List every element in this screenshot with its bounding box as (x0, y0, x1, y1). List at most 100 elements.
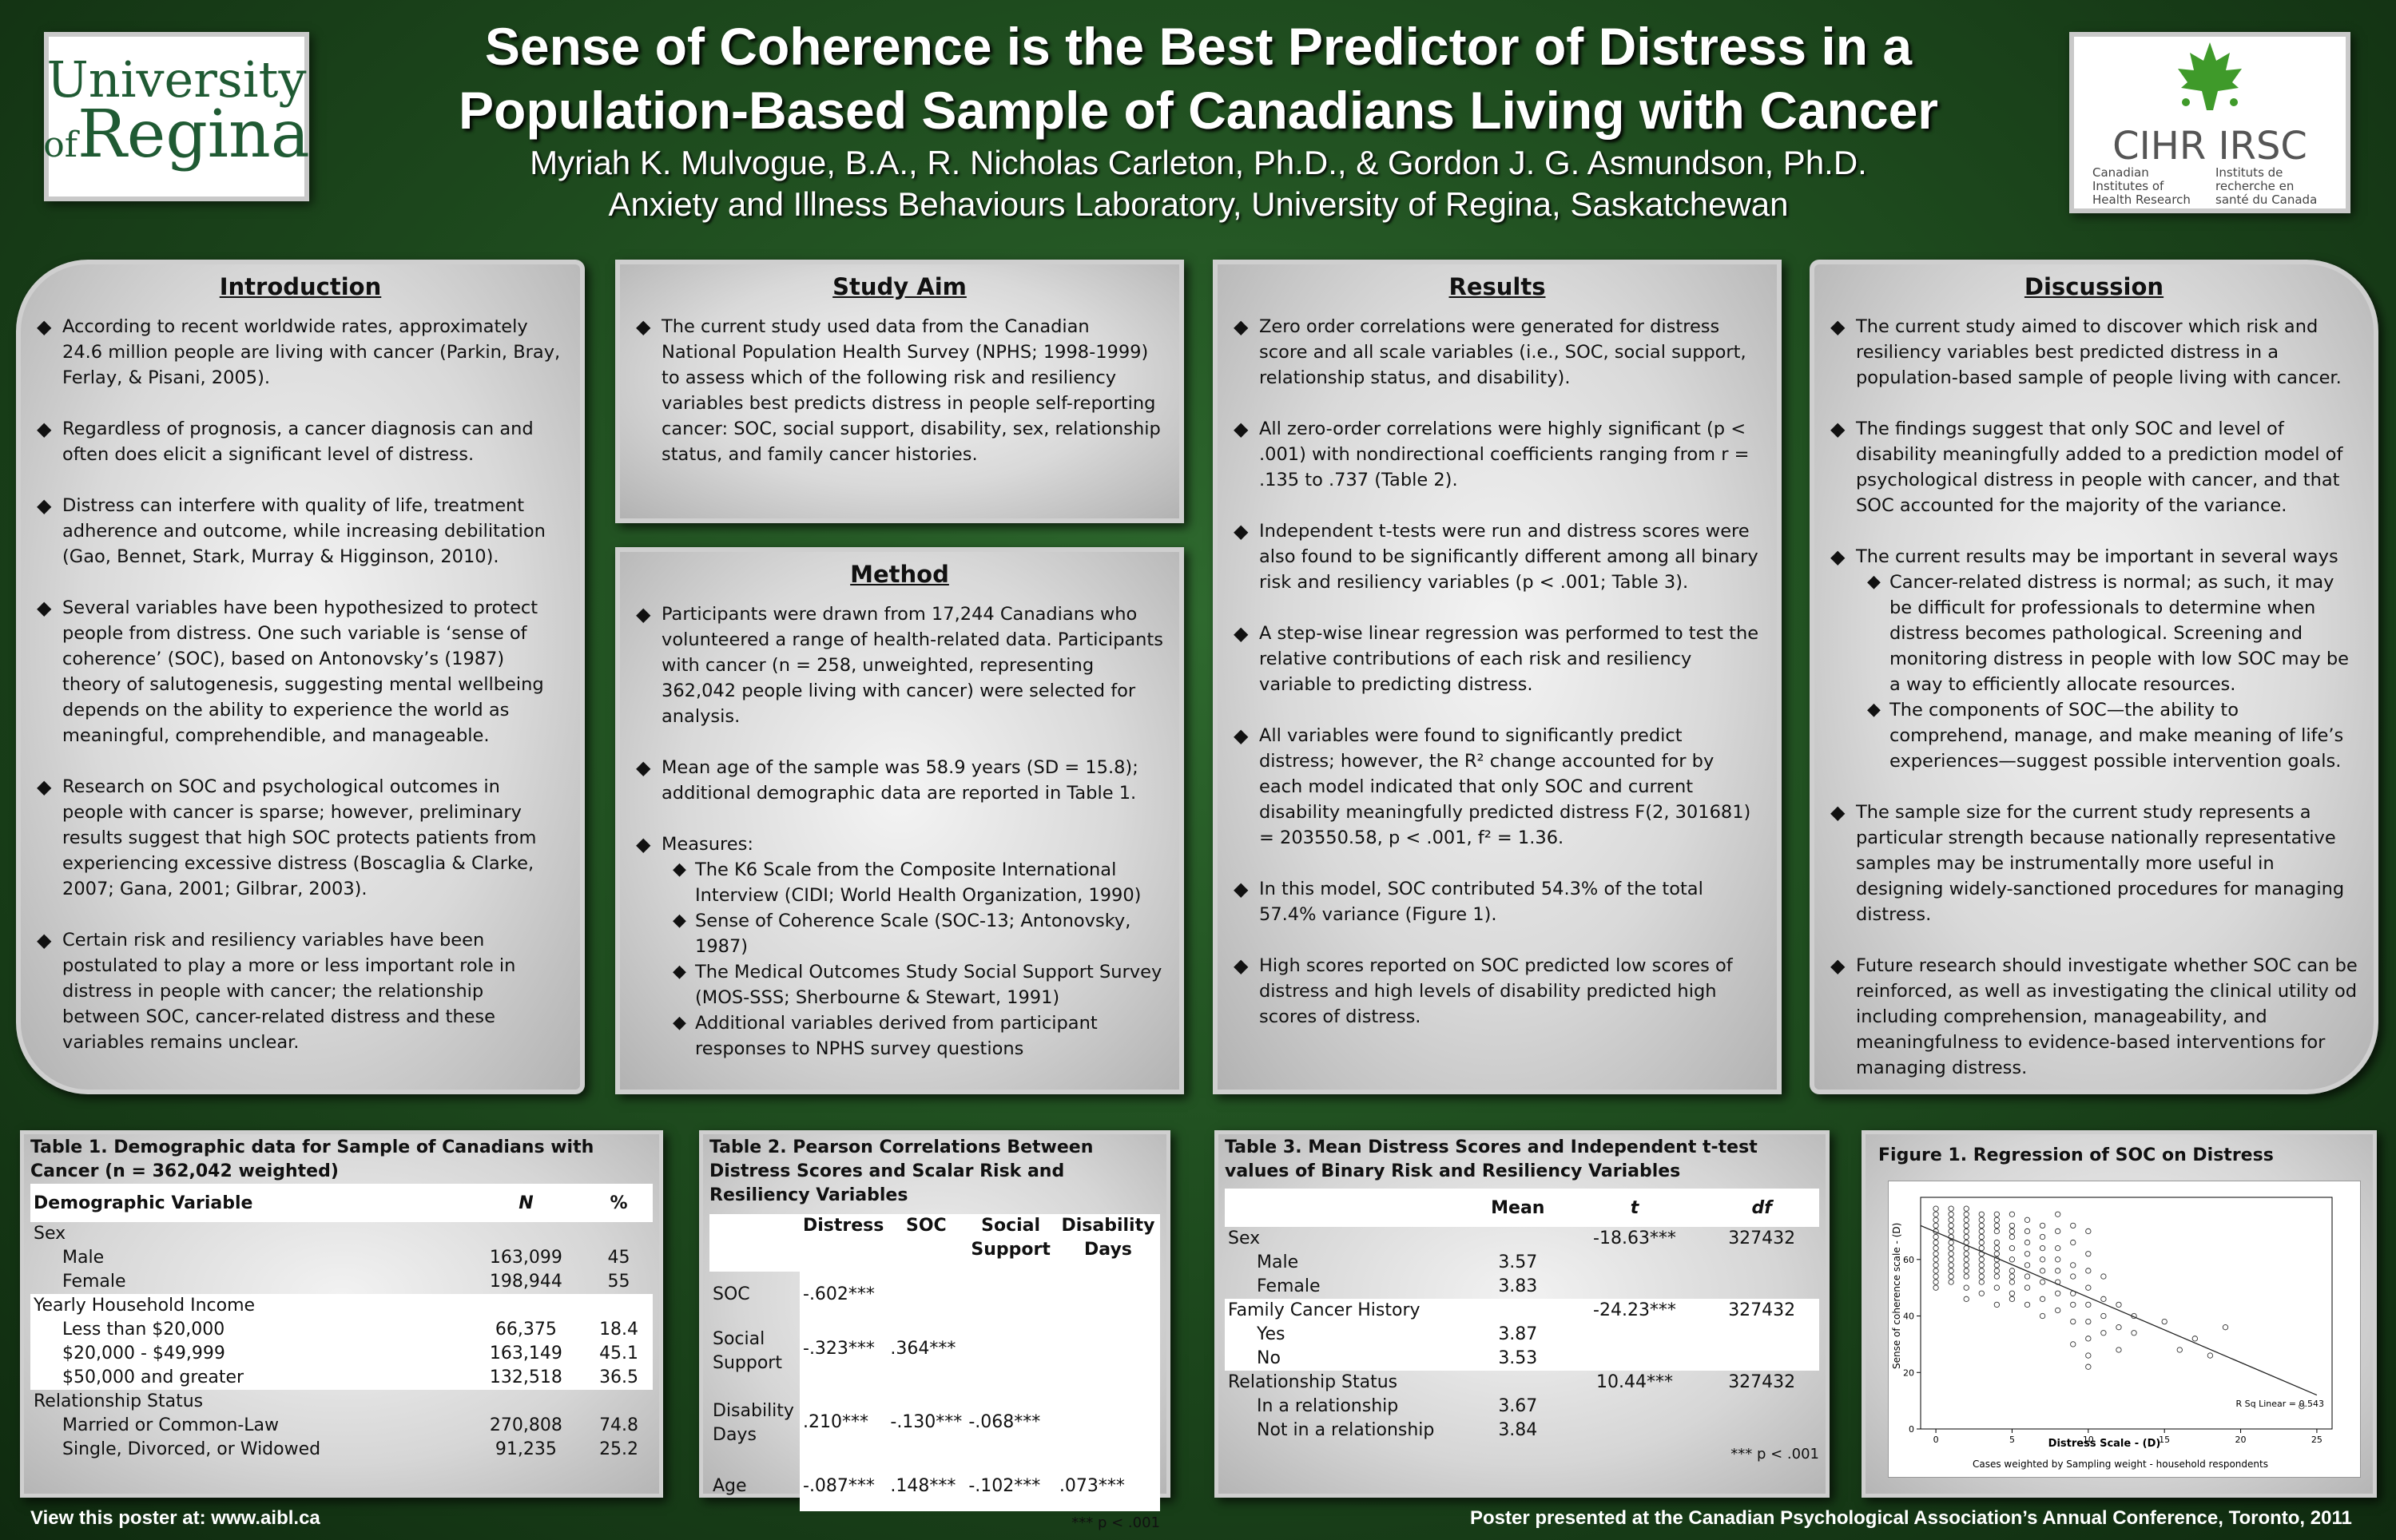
data-point (1963, 1273, 1969, 1280)
table-row: Less than $20,000 66,375 18.4 (30, 1318, 653, 1342)
table-row: Yes 3.87 (1225, 1323, 1819, 1347)
table-row: Age -.087*** .148*** -.102*** .073*** (709, 1463, 1160, 1511)
intro-bullet: Research on SOC and psychological outcom… (37, 774, 564, 902)
data-point (1963, 1205, 1969, 1212)
data-point (2070, 1318, 2076, 1325)
data-point (2024, 1228, 2031, 1235)
data-point (2024, 1284, 2031, 1291)
cihr-french-text: Instituts de recherche en santé du Canad… (2215, 165, 2318, 207)
data-point (1948, 1268, 1954, 1274)
data-point (1978, 1273, 1985, 1280)
table-row: Male 3.57 (1257, 1252, 1538, 1272)
measure-item: The Medical Outcomes Study Social Suppor… (673, 959, 1163, 1010)
footer-website: View this poster at: www.aibl.ca (30, 1507, 320, 1529)
table-row: Social Support -.323*** .364*** (709, 1320, 1160, 1391)
data-point (1933, 1233, 1939, 1240)
table2-header: Distress (803, 1216, 884, 1236)
data-point (2009, 1256, 2016, 1263)
x-tick-label: 5 (2009, 1435, 2015, 1445)
table3-note: *** p < .001 (1730, 1446, 1819, 1463)
data-point (2055, 1307, 2061, 1314)
data-point (1978, 1268, 1985, 1274)
table-row: Sex -18.63*** 327432 (1228, 1228, 1796, 1248)
data-point (1963, 1256, 1969, 1263)
table-row: No 3.53 (1225, 1347, 1819, 1371)
discussion-bullet: The current results may be important in … (1830, 544, 2358, 774)
data-point (1993, 1245, 2001, 1252)
data-point (1963, 1284, 1969, 1291)
table1-caption: Table 1. Demographic data for Sample of … (30, 1137, 594, 1181)
data-point (1948, 1273, 1954, 1280)
data-point (1948, 1262, 1954, 1268)
data-point (1948, 1222, 1954, 1229)
table-row: Not in a relationship 3.84 (1257, 1420, 1538, 1440)
table3-header: Mean (1491, 1198, 1545, 1218)
table1-panel: Table 1. Demographic data for Sample of … (20, 1130, 663, 1498)
data-point (1933, 1251, 1939, 1257)
discussion-sub-bullet: Cancer-related distress is normal; as su… (1867, 570, 2358, 697)
data-point (2024, 1217, 2031, 1223)
data-point (2176, 1347, 2183, 1353)
study-aim-heading: Study Aim (832, 273, 967, 300)
discussion-bullet: Future research should investigate wheth… (1830, 953, 2358, 1081)
data-point (1948, 1217, 1954, 1223)
data-point (2161, 1318, 2168, 1325)
poster-header: Sense of Coherence is the Best Predictor… (336, 14, 2061, 225)
data-point (1993, 1284, 2001, 1291)
data-point (2039, 1256, 2046, 1263)
data-point (1933, 1222, 1939, 1229)
discussion-heading: Discussion (2024, 273, 2164, 300)
table1: Demographic Variable N % Sex Male 163,099… (30, 1184, 653, 1462)
results-bullet: A step-wise linear regression was perfor… (1234, 621, 1761, 697)
data-point (1963, 1262, 1969, 1268)
method-bullet: Mean age of the sample was 58.9 years (S… (636, 755, 1163, 806)
data-point (2039, 1245, 2046, 1252)
data-point (1993, 1251, 2001, 1257)
discussion-bullet: The findings suggest that only SOC and l… (1830, 416, 2358, 518)
data-point (1933, 1279, 1939, 1285)
data-point (2009, 1245, 2016, 1252)
data-point (1933, 1273, 1939, 1280)
data-point (2070, 1273, 2076, 1280)
discussion-sub-bullet: The components of SOC—the ability to com… (1867, 697, 2358, 774)
r-squared-label: R Sq Linear = 0.543 (2236, 1399, 2325, 1409)
logo-text: University (46, 50, 307, 109)
figure-footnote: Cases weighted by Sampling weight - hous… (1973, 1459, 2268, 1470)
data-point (2055, 1228, 2061, 1235)
data-point (2055, 1290, 2061, 1296)
x-tick-label: 25 (2311, 1435, 2322, 1445)
table1-header: N (519, 1193, 534, 1213)
data-point (1963, 1233, 1969, 1240)
data-point (2024, 1301, 2031, 1308)
data-point (2222, 1324, 2229, 1331)
data-point (1978, 1279, 1985, 1285)
data-point (2039, 1279, 2046, 1285)
data-point (1933, 1268, 1939, 1274)
table2-note: *** p < .001 (1071, 1514, 1160, 1531)
university-of-regina-logo: University ofRegina (43, 32, 310, 201)
data-point (2009, 1211, 2016, 1217)
table-row: Female 198,944 55 (62, 1272, 630, 1292)
data-point (2085, 1318, 2092, 1325)
discussion-panel: Discussion The current study aimed to di… (1810, 260, 2378, 1094)
table-row: $50,000 and greater 132,518 36.5 (30, 1366, 653, 1390)
data-point (2009, 1290, 2016, 1296)
measure-item: Sense of Coherence Scale (SOC-13; Antono… (673, 908, 1163, 959)
data-point (1948, 1205, 1954, 1212)
data-point (2024, 1262, 2031, 1268)
data-point (2100, 1296, 2107, 1302)
data-point (1948, 1245, 1954, 1252)
data-point (2100, 1330, 2107, 1336)
table3-header: df (1751, 1198, 1772, 1218)
data-point (1978, 1222, 1985, 1229)
table-row: $20,000 - $49,999 163,149 45.1 (30, 1342, 653, 1366)
table2-caption: Table 2. Pearson Correlations Between Di… (709, 1137, 1094, 1205)
method-bullet: Measures: The K6 Scale from the Composit… (636, 832, 1163, 1062)
data-point (2299, 1403, 2305, 1410)
data-point (1933, 1239, 1939, 1246)
intro-bullet: Several variables have been hypothesized… (37, 595, 564, 748)
data-point (1993, 1262, 2001, 1268)
data-point (1948, 1279, 1954, 1285)
results-bullet: Zero order correlations were generated f… (1234, 314, 1761, 391)
data-point (1948, 1228, 1954, 1235)
